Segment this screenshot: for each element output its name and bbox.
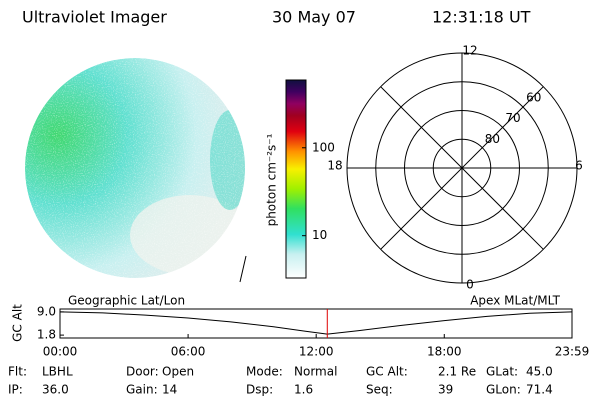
info-label: Gain: [126,383,158,397]
mlt-label: 0 [466,278,474,292]
info-value: 39 [438,383,453,397]
info-value: Open [162,365,194,379]
mlt-label: 12 [462,44,477,58]
x-tick-label: 18:00 [427,345,462,359]
info-label: GLon: [486,383,521,397]
info-label: Door: [126,365,159,379]
colorbar-label: photon cm⁻²s⁻¹ [265,133,279,226]
alt-frame [59,308,573,339]
info-label: Seq: [366,383,393,397]
y-tick-label: 1.8 [37,328,56,342]
info-value: 36.0 [42,383,69,397]
info-label: GC Alt: [366,365,408,379]
marker [239,255,247,283]
altitude-line [59,311,573,335]
info-label: GLat: [486,365,518,379]
info-label: Dsp: [246,383,273,397]
colorbar-tick-label: 10 [312,228,327,242]
x-tick-label: 12:00 [299,345,334,359]
info-label: Mode: [246,365,283,379]
title: Ultraviolet Imager [22,8,167,27]
x-tick-label: 23:59 [555,345,590,359]
time: 12:31:18 UT [432,8,531,27]
date: 30 May 07 [272,8,356,27]
info-value: LBHL [42,365,73,379]
mlt-label: 6 [575,159,583,173]
info-value: 2.1 Re [438,365,476,379]
x-tick-label: 00:00 [43,345,78,359]
info-value: Normal [294,365,337,379]
info-value: 71.4 [526,383,553,397]
lat-circle [375,81,549,255]
info-label: Flt: [8,365,27,379]
lat-label: 80 [485,132,500,146]
y-label: GC Alt [11,304,25,342]
uv-image [25,58,245,278]
colorbar [285,79,307,279]
x-tick-label: 06:00 [171,345,206,359]
lat-circle [432,138,492,198]
mlt-label: 18 [327,159,342,173]
polar-spoke [380,86,544,250]
lat-circle [404,110,520,226]
y-tick-label: 9.0 [37,304,56,318]
info-value: 1.6 [294,383,313,397]
info-value: 14 [162,383,177,397]
left-label: Geographic Lat/Lon [68,294,185,308]
lat-label: 70 [505,111,520,125]
colorbar-tick-label: 100 [312,140,335,154]
info-label: IP: [8,383,23,397]
right-label: Apex MLat/MLT [470,294,560,308]
info-value: 45.0 [526,365,553,379]
lat-label: 60 [526,90,541,104]
